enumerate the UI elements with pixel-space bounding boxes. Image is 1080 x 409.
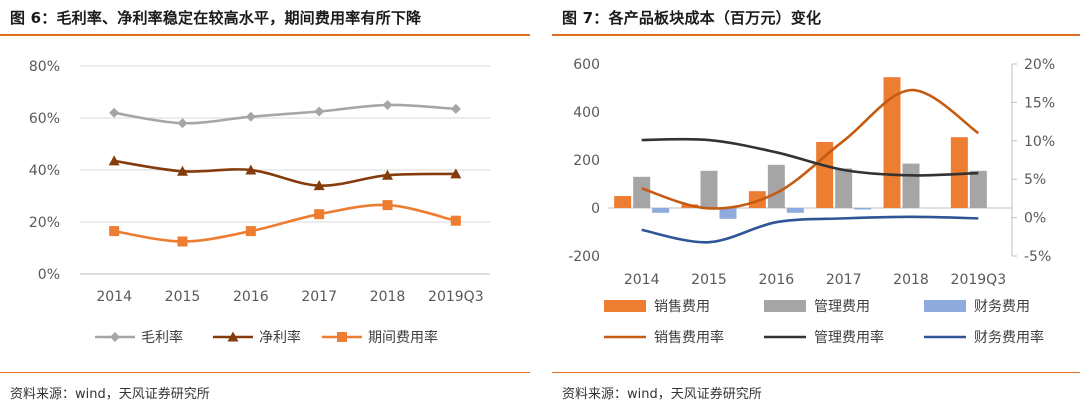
left-footer-divider (0, 372, 530, 373)
x-tick-label: 2014 (96, 289, 132, 305)
x-tick-label: 2015 (165, 289, 201, 305)
y-right-tick-label: 15% (1024, 95, 1055, 111)
left-title-divider (0, 34, 530, 36)
data-point (382, 169, 393, 180)
left-line-chart: 0% 20% 40% 60% 80% 2014 2015 2016 2017 2018 2019Q3… (29, 59, 490, 346)
left-figure-panel: 图 6：毛利率、净利率稳定在较高水平，期间费用率有所下降 0% 20% 40% 60%… (0, 0, 530, 409)
right-title-divider (552, 34, 1080, 36)
data-point (450, 215, 461, 226)
data-point (382, 200, 393, 211)
legend-swatch-bar (604, 300, 646, 312)
series-line (641, 137, 979, 177)
data-point (177, 236, 188, 247)
y-left-tick-label: 200 (573, 153, 600, 169)
data-point (245, 226, 256, 237)
y-tick-label: 0% (38, 267, 60, 283)
bar (767, 164, 785, 208)
data-point (109, 107, 120, 118)
bar (902, 163, 920, 208)
series-line (641, 88, 980, 210)
y-left-tick-label: 400 (573, 105, 600, 121)
left-source-note: 资料来源：wind，天风证券研究所 (10, 387, 210, 402)
x-tick-label: 2017 (826, 272, 862, 288)
x-tick-label: 2016 (233, 289, 269, 305)
legend-label: 管理费用率 (814, 329, 884, 346)
legend-label: 销售费用率 (654, 329, 724, 346)
data-point (450, 103, 461, 114)
y-right-tick-label: 0% (1024, 211, 1046, 227)
data-point (245, 164, 257, 175)
y-tick-label: 20% (29, 215, 60, 231)
legend-label: 净利率 (259, 329, 301, 346)
y-right-tick-label: 20% (1024, 57, 1055, 73)
x-tick-label: 2018 (893, 272, 929, 288)
bar (835, 168, 853, 208)
series-line (641, 215, 979, 244)
y-right-tick-label: 10% (1024, 134, 1055, 150)
bar (950, 137, 968, 208)
right-figure-title: 图 7：各产品板块成本（百万元）变化 (562, 9, 822, 27)
bar (652, 208, 670, 213)
x-tick-label: 2014 (624, 272, 660, 288)
x-tick-label: 2016 (759, 272, 795, 288)
y-right-tick-label: 5% (1024, 172, 1046, 188)
right-figure-panel: 图 7：各产品板块成本（百万元）变化 -200 0 200 400 600 -5% 0% 5%… (552, 0, 1080, 409)
data-point (314, 209, 325, 220)
y-right-tick-label: -5% (1024, 249, 1051, 265)
x-tick-label: 2017 (301, 289, 337, 305)
left-figure-title: 图 6：毛利率、净利率稳定在较高水平，期间费用率有所下降 (10, 9, 422, 27)
x-tick-label: 2019Q3 (951, 272, 1007, 288)
bar (719, 208, 737, 219)
bar (633, 176, 651, 208)
data-point (313, 180, 325, 191)
bar (969, 170, 987, 208)
series-line (113, 103, 456, 125)
x-tick-label: 2018 (370, 289, 406, 305)
data-point (245, 111, 256, 122)
legend-label: 期间费用率 (368, 329, 438, 346)
legend-label: 财务费用 (974, 299, 1030, 315)
legend-label: 毛利率 (141, 329, 183, 346)
legend-label: 财务费用率 (974, 329, 1044, 346)
legend-label: 销售费用 (654, 299, 710, 315)
data-point (450, 168, 462, 179)
right-footer-divider (552, 372, 1080, 373)
right-source-note: 资料来源：wind，天风证券研究所 (562, 387, 762, 402)
legend-swatch-marker (110, 332, 120, 342)
legend-label: 管理费用 (814, 299, 870, 315)
legend-swatch-bar (764, 300, 806, 312)
series-line (113, 159, 456, 187)
data-point (177, 118, 188, 129)
data-point (314, 106, 325, 117)
y-tick-label: 80% (29, 59, 60, 75)
bar (786, 208, 804, 213)
y-left-tick-label: 0 (591, 201, 600, 217)
legend-swatch-marker (337, 332, 347, 342)
right-combo-chart: -200 0 200 400 600 -5% 0% 5% 10% 15% 20% 2014 2015 20… (568, 57, 1055, 346)
bar (854, 208, 872, 210)
x-tick-label: 2019Q3 (428, 289, 484, 305)
y-tick-label: 40% (29, 163, 60, 179)
data-point (382, 100, 393, 110)
data-point (109, 226, 120, 237)
data-point (108, 155, 120, 166)
bar (700, 170, 718, 208)
legend-swatch-bar (924, 300, 966, 312)
x-tick-label: 2015 (691, 272, 727, 288)
bar (614, 196, 632, 208)
y-left-tick-label: 600 (573, 57, 600, 73)
y-left-tick-label: -200 (568, 249, 600, 265)
y-tick-label: 60% (29, 111, 60, 127)
series-line (113, 203, 457, 243)
bar (748, 191, 766, 208)
data-point (177, 165, 188, 176)
legend-swatch-marker (227, 331, 239, 342)
